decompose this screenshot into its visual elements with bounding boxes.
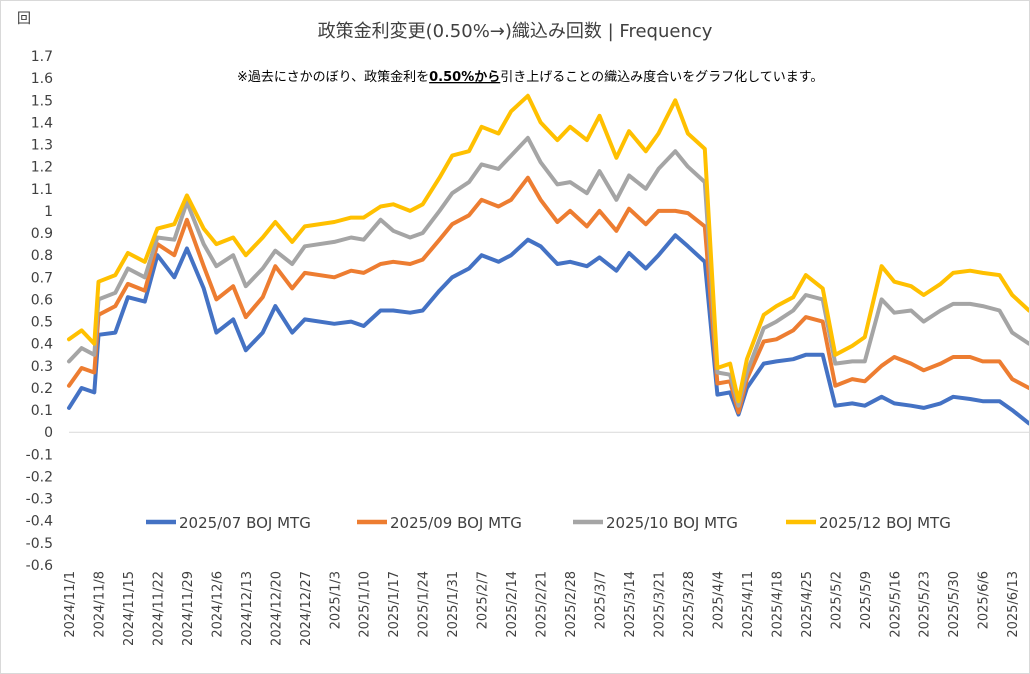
y-tick-label: 1.2 [31,160,53,176]
y-tick-label: 0.5 [31,315,53,331]
x-axis: 2024/11/1 2024/11/8 2024/11/15 2024/11/22 20… [63,431,1029,646]
y-tick-label: -0.6 [26,558,53,574]
y-tick-label: 0.8 [31,248,53,264]
y-tick-label: -0.4 [26,514,53,530]
y-tick-label: -0.5 [26,536,53,552]
x-tick-label: 2025/3/14 [623,571,638,638]
annotation-after: 引き上げることの織込み度合いをグラフ化しています。 [500,69,823,85]
y-tick-label: 1.1 [31,182,53,198]
y-tick-label: 1.4 [31,115,53,131]
x-tick-label: 2025/1/17 [387,571,402,638]
y-tick-label: 0.9 [31,226,53,242]
y-tick-label: 1 [44,204,53,220]
y-tick-label: -0.3 [26,492,53,508]
x-tick-label: 2025/2/21 [535,571,550,638]
x-tick-label: 2025/4/11 [741,571,756,638]
x-tick-label: 2025/1/31 [446,571,461,638]
series-line-4 [67,93,1029,404]
chart-annotation: ※過去にさかのぼり、政策金利を0.50%から引き上げることの織込み度合いをグラフ… [237,69,823,85]
legend: 2025/07 BOJ MTG 2025/09 BOJ MTG 2025/10 BO… [146,514,951,532]
legend-label: 2025/09 BOJ MTG [390,514,522,532]
x-tick-label: 2024/12/13 [240,571,255,646]
x-tick-label: 2024/11/1 [63,571,78,638]
y-tick-label: 1.3 [31,138,53,154]
x-tick-label: 2025/3/7 [594,571,609,629]
x-tick-label: 2025/5/23 [918,571,933,638]
x-tick-label: 2025/6/13 [1006,571,1021,638]
x-tick-label: 2025/5/2 [829,571,844,629]
x-tick-label: 2024/12/20 [269,571,284,646]
y-tick-label: -0.2 [26,469,53,485]
x-tick-label: 2024/11/22 [151,571,166,646]
y-tick-label: 1.7 [31,49,53,65]
x-tick-label: 2025/3/21 [652,571,667,638]
x-tick-label: 2024/11/15 [122,571,137,646]
series-line-1 [67,233,1029,426]
y-axis: 1.7 1.6 1.5 1.4 1.3 1.2 1.1 1 0.9 0.8 0.7 0.6 0.5 0.4… [26,49,53,574]
x-tick-label: 2025/4/25 [800,571,815,638]
x-tick-label: 2025/1/24 [417,571,432,638]
x-tick-label: 2024/12/27 [299,571,314,646]
y-tick-label: 0.6 [31,292,53,308]
y-tick-label: 0.3 [31,359,53,375]
x-tick-label: 2025/3/28 [682,571,697,638]
legend-label: 2025/07 BOJ MTG [179,514,311,532]
x-tick-label: 2025/5/16 [888,571,903,638]
series-line-3 [67,135,1029,408]
y-tick-label: 1.6 [31,71,53,87]
x-tick-label: 2025/2/14 [505,571,520,638]
legend-label: 2025/10 BOJ MTG [606,514,738,532]
chart-title: 政策金利変更(0.50%→)織込み回数 | Frequency [318,21,713,42]
x-tick-label: 2025/2/28 [564,571,579,638]
x-tick-label: 2025/5/9 [859,571,874,629]
series-line-2 [67,175,1029,415]
x-tick-label: 2025/6/6 [977,571,992,629]
x-tick-label: 2025/4/4 [711,571,726,629]
x-tick-label: 2025/4/18 [770,571,785,638]
y-tick-label: 0.2 [31,381,53,397]
series-lines [67,93,1029,426]
legend-label: 2025/12 BOJ MTG [819,514,951,532]
x-tick-label: 2024/11/8 [92,571,107,638]
x-tick-label: 2025/5/30 [947,571,962,638]
y-tick-label: -0.1 [26,447,53,463]
y-tick-label: 0 [44,425,53,441]
x-tick-label: 2025/1/3 [328,571,343,629]
annotation-emphasis: 0.50%から [429,70,500,85]
y-axis-unit-label: 回 [17,11,31,27]
x-tick-label: 2024/12/6 [210,571,225,638]
x-tick-label: 2024/11/29 [181,571,196,646]
y-tick-label: 0.1 [31,403,53,419]
annotation-before: ※過去にさかのぼり、政策金利を [237,69,429,85]
x-tick-label: 2025/1/10 [358,571,373,638]
y-tick-label: 0.7 [31,270,53,286]
x-tick-label: 2025/2/7 [476,571,491,629]
y-tick-label: 1.5 [31,93,53,109]
y-tick-label: 0.4 [31,337,53,353]
